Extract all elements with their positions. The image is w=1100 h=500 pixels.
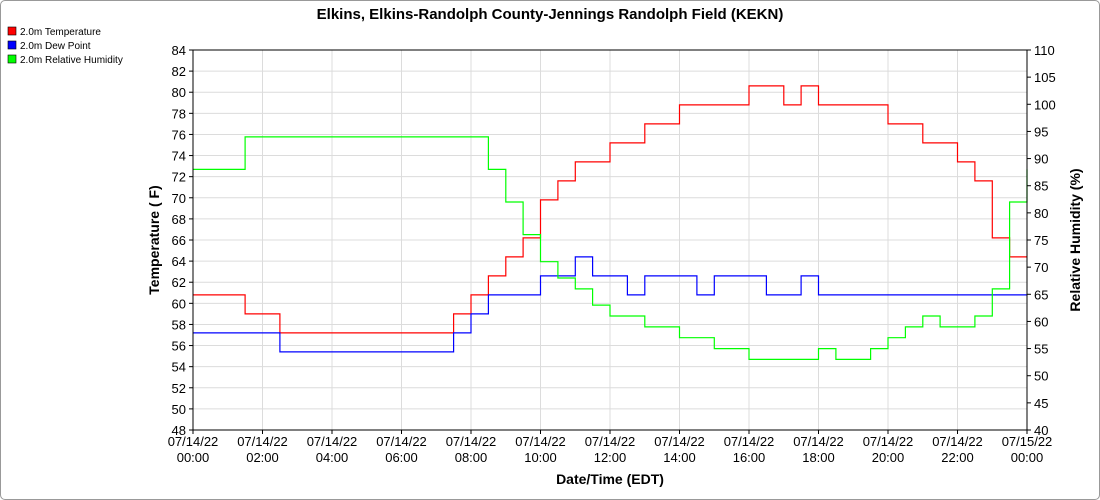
y-tick-label: 76: [172, 127, 186, 142]
y-tick-label: 50: [172, 402, 186, 417]
chart-title: Elkins, Elkins-Randolph County-Jennings …: [317, 6, 784, 23]
y-tick-label: 70: [172, 191, 186, 206]
y-tick-label: 60: [172, 296, 186, 311]
y-tick-label: 54: [172, 360, 186, 375]
series-line-1: [193, 256, 1027, 353]
y-tick-label: 80: [172, 85, 186, 100]
x-tick-time: 18:00: [802, 450, 835, 465]
x-tick-time: 12:00: [594, 450, 627, 465]
y-tick-label: 52: [172, 381, 186, 396]
x-tick-time: 00:00: [1011, 450, 1044, 465]
x-tick-date: 07/14/22: [168, 434, 219, 449]
y2-tick-label: 85: [1034, 179, 1048, 194]
x-tick-time: 00:00: [177, 450, 210, 465]
y-axis-ticks: 48 50 52 54 56 58 60 62 64 66 68 70 72 74 76 78 80 82 84: [172, 43, 193, 438]
x-tick-time: 02:00: [246, 450, 279, 465]
y-tick-label: 64: [172, 254, 186, 269]
legend-swatch: [7, 54, 17, 64]
y2-tick-label: 45: [1034, 396, 1048, 411]
series-layer: [193, 85, 1028, 360]
legend-label: 2.0m Temperature: [20, 27, 101, 38]
legend-swatch: [7, 40, 17, 50]
y-tick-label: 74: [172, 149, 186, 164]
x-tick-time: 20:00: [872, 450, 905, 465]
y2-axis-title: Relative Humidity (%): [1067, 168, 1083, 311]
x-tick-date: 07/14/22: [932, 434, 983, 449]
x-tick-date: 07/14/22: [237, 434, 288, 449]
y2-tick-label: 95: [1034, 124, 1048, 139]
x-tick-date: 07/14/22: [515, 434, 566, 449]
x-tick-time: 16:00: [733, 450, 766, 465]
x-tick-date: 07/15/22: [1002, 434, 1053, 449]
legend: 2.0m Temperature 2.0m Dew Point 2.0m Relat…: [7, 26, 123, 66]
y2-tick-label: 50: [1034, 369, 1048, 384]
y2-tick-label: 40: [1034, 423, 1048, 438]
y-tick-label: 82: [172, 64, 186, 79]
series-line-0: [193, 85, 1027, 334]
y2-tick-label: 65: [1034, 287, 1048, 302]
grid: [192, 49, 1028, 431]
x-tick-time: 14:00: [663, 450, 696, 465]
x-tick-date: 07/14/22: [376, 434, 427, 449]
y2-tick-label: 75: [1034, 233, 1048, 248]
y-tick-label: 84: [172, 43, 186, 58]
x-tick-date: 07/14/22: [585, 434, 636, 449]
y2-tick-label: 70: [1034, 260, 1048, 275]
x-axis-ticks: 07/14/2200:0007/14/2202:0007/14/2204:000…: [168, 430, 1053, 465]
y2-tick-label: 105: [1034, 70, 1056, 85]
y2-tick-label: 55: [1034, 342, 1048, 357]
x-tick-date: 07/14/22: [654, 434, 705, 449]
y2-tick-label: 100: [1034, 97, 1056, 112]
x-tick-date: 07/14/22: [724, 434, 775, 449]
x-tick-time: 06:00: [385, 450, 418, 465]
y2-tick-label: 60: [1034, 314, 1048, 329]
legend-swatch: [7, 26, 17, 36]
y-axis-title: Temperature ( F): [146, 185, 162, 294]
y2-tick-label: 110: [1034, 43, 1055, 58]
x-axis-title: Date/Time (EDT): [556, 471, 664, 487]
x-tick-time: 04:00: [316, 450, 349, 465]
y-tick-label: 48: [172, 423, 186, 438]
x-tick-time: 10:00: [524, 450, 557, 465]
y-tick-label: 56: [172, 339, 186, 354]
x-tick-date: 07/14/22: [446, 434, 497, 449]
x-tick-date: 07/14/22: [793, 434, 844, 449]
x-tick-time: 22:00: [941, 450, 974, 465]
y-tick-label: 66: [172, 233, 186, 248]
x-tick-date: 07/14/22: [307, 434, 358, 449]
series-line-2: [193, 136, 1028, 360]
x-tick-time: 08:00: [455, 450, 488, 465]
legend-label: 2.0m Dew Point: [20, 41, 91, 52]
y-tick-label: 78: [172, 106, 186, 121]
y-tick-label: 58: [172, 317, 186, 332]
x-tick-date: 07/14/22: [863, 434, 914, 449]
y-tick-label: 62: [172, 275, 186, 290]
y-tick-label: 72: [172, 170, 186, 185]
y2-tick-label: 80: [1034, 206, 1048, 221]
y2-tick-label: 90: [1034, 152, 1048, 167]
legend-label: 2.0m Relative Humidity: [20, 55, 123, 66]
y-tick-label: 68: [172, 212, 186, 227]
y2-axis-ticks: 40 45 50 55 60 65 70 75 80 85 90 95 100 105 110: [1027, 43, 1056, 438]
